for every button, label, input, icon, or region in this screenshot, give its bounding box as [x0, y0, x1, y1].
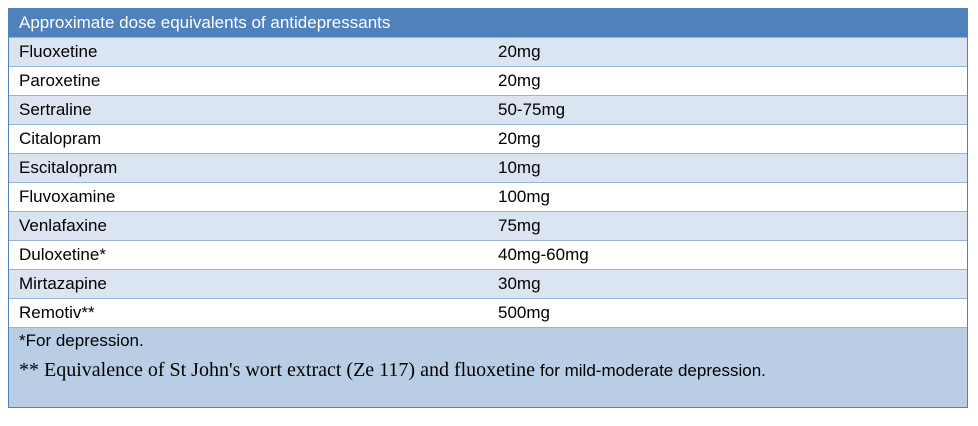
note: ** Equivalence of St John's wort extract…: [19, 355, 766, 386]
dose: 100mg: [498, 187, 550, 206]
dose: 50-75mg: [498, 100, 566, 119]
table-title: Approximate dose equivalents of antidepr…: [9, 9, 967, 37]
dose: 20mg: [498, 129, 541, 148]
dose: 30mg: [498, 274, 541, 293]
notes: *For depression. ** Equivalence of St Jo…: [19, 327, 766, 386]
drug-name: Venlafaxine: [19, 216, 107, 235]
note-part: for mild-moderate depression.: [540, 361, 766, 380]
table-row: Citalopram 20mg: [9, 124, 967, 153]
drug-name: Remotiv**: [19, 303, 95, 322]
drug-name: Fluoxetine: [19, 42, 98, 61]
dose: 20mg: [498, 71, 541, 90]
table-row: Sertraline 50-75mg: [9, 95, 967, 124]
table-row: Fluvoxamine 100mg: [9, 182, 967, 211]
drug-name: Fluvoxamine: [19, 187, 116, 206]
drug-name: Sertraline: [19, 100, 92, 119]
dose: 20mg: [498, 42, 541, 61]
table-row: Remotiv** 500mg: [9, 298, 967, 327]
note-part: ** Equivalence of St John's wort extract…: [19, 359, 536, 381]
table-row: Duloxetine* 40mg-60mg: [9, 240, 967, 269]
drug-name: Paroxetine: [19, 71, 101, 90]
table-row: Fluoxetine 20mg: [9, 37, 967, 66]
dose: 500mg: [498, 303, 550, 322]
drug-name: Mirtazapine: [19, 274, 107, 293]
note: *For depression.: [19, 331, 144, 350]
table-row: Paroxetine 20mg: [9, 66, 967, 95]
dose: 40mg-60mg: [498, 245, 589, 264]
dose: 75mg: [498, 216, 541, 235]
drug-name: Escitalopram: [19, 158, 118, 177]
dose-table: Approximate dose equivalents of antidepr…: [8, 8, 968, 408]
table-row: Mirtazapine 30mg: [9, 269, 967, 298]
drug-name: Duloxetine*: [19, 245, 106, 264]
dose: 10mg: [498, 158, 541, 177]
drug-name: Citalopram: [19, 129, 102, 148]
table-row: Venlafaxine 75mg: [9, 211, 967, 240]
notes-area: [9, 327, 967, 408]
table-row: Escitalopram 10mg: [9, 153, 967, 182]
